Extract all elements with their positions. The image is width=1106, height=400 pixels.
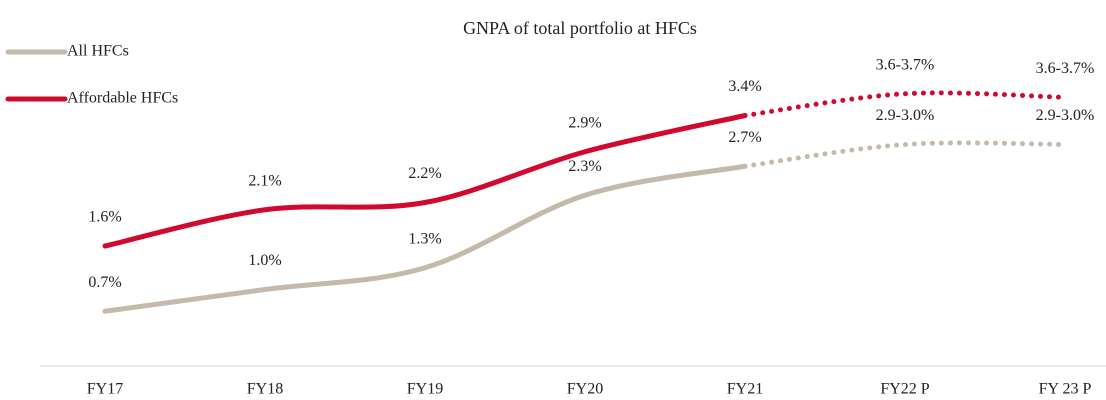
projected-line xyxy=(742,90,1068,118)
data-label: 2.9-3.0% xyxy=(876,107,935,124)
chart-title: GNPA of total portfolio at HFCs xyxy=(463,18,697,38)
data-label: 2.1% xyxy=(248,172,281,189)
data-label: 2.9% xyxy=(568,114,601,131)
x-tick-label: FY20 xyxy=(567,381,603,398)
x-tick-label: FY17 xyxy=(87,381,123,398)
series-line xyxy=(102,113,748,249)
legend-label: Affordable HFCs xyxy=(67,90,178,107)
x-tick-label: FY18 xyxy=(247,381,283,398)
projected-line xyxy=(742,140,1068,169)
data-label: 3.6-3.7% xyxy=(876,56,935,73)
x-tick-label: FY22 P xyxy=(880,381,929,398)
x-tick-label: FY19 xyxy=(407,381,443,398)
data-label: 0.7% xyxy=(88,274,121,291)
data-label: 3.6-3.7% xyxy=(1036,60,1095,77)
data-label: 2.2% xyxy=(408,165,441,182)
data-label: 1.6% xyxy=(88,209,121,226)
x-tick-label: FY21 xyxy=(727,381,763,398)
x-tick-label: FY 23 P xyxy=(1039,381,1092,398)
data-label: 1.3% xyxy=(408,230,441,247)
data-label: 2.7% xyxy=(728,129,761,146)
legend-label: All HFCs xyxy=(67,43,129,60)
data-label: 2.9-3.0% xyxy=(1036,107,1095,124)
series-line xyxy=(102,163,748,314)
data-label: 2.3% xyxy=(568,158,601,175)
data-label: 3.4% xyxy=(728,78,761,95)
data-label: 1.0% xyxy=(248,252,281,269)
